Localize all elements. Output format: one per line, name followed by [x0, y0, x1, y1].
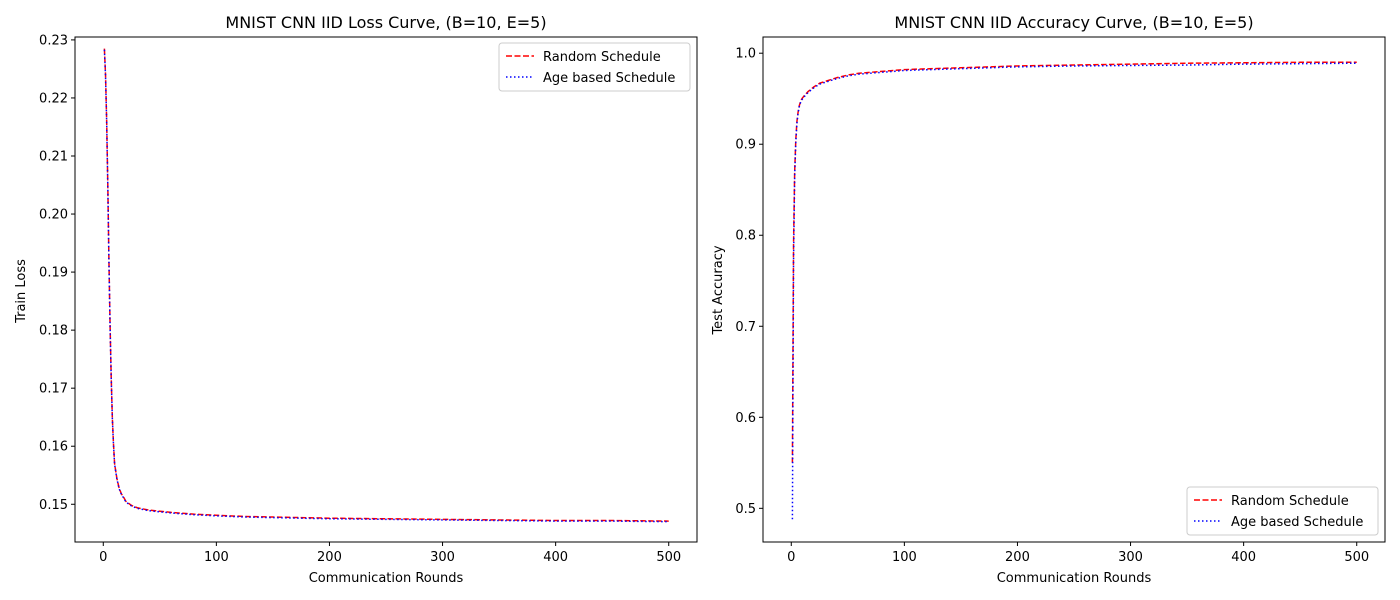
loss-chart-x-tick-label: 500 — [656, 550, 681, 565]
accuracy-chart-y-tick-label: 1.0 — [735, 47, 756, 62]
loss-chart-x-tick-label: 400 — [543, 550, 568, 565]
loss-chart-y-tick-label: 0.15 — [39, 498, 68, 513]
accuracy-chart-frame — [762, 36, 1386, 543]
accuracy-chart-y-tick-label: 0.6 — [735, 411, 756, 426]
legend-label-random-schedule: Random Schedule — [1231, 494, 1349, 509]
accuracy-chart-x-tick-label: 200 — [1005, 550, 1030, 565]
legend-label-age-based-schedule: Age based Schedule — [543, 71, 675, 86]
loss-chart-legend-box — [498, 42, 691, 92]
accuracy-chart-title: MNIST CNN IID Accuracy Curve, (B=10, E=5… — [894, 13, 1253, 32]
accuracy-chart-y-tick-label: 0.5 — [735, 502, 756, 517]
accuracy-chart-ticks: 0 100 200 300 400 500 0.5 0.6 0.7 0.8 0.9 1.0 — [735, 47, 1369, 565]
accuracy-chart-y-tick-label: 0.7 — [735, 320, 756, 335]
accuracy-chart-x-tick-label: 500 — [1344, 550, 1369, 565]
loss-chart-legend: Random Schedule Age based Schedule — [498, 42, 691, 92]
accuracy-chart-y-tick-label: 0.9 — [735, 138, 756, 153]
loss-chart-ticks: 0 100 200 300 400 500 0.15 0.16 0.17 0.18 0.19 0.20… — [39, 33, 681, 565]
loss-chart-y-tick-label: 0.23 — [39, 33, 68, 48]
loss-chart-y-tick-label: 0.17 — [39, 382, 68, 397]
loss-chart-y-tick-label: 0.20 — [39, 208, 68, 223]
loss-chart-y-tick-label: 0.16 — [39, 440, 68, 455]
loss-chart-x-tick-label: 100 — [204, 550, 229, 565]
loss-chart-y-axis-label: Train Loss — [14, 259, 29, 324]
loss-chart-series-age-based-schedule — [103, 49, 669, 523]
loss-chart-series — [103, 48, 669, 523]
loss-chart: MNIST CNN IID Loss Curve, (B=10, E=5) Co… — [14, 13, 698, 586]
loss-chart-y-tick-label: 0.19 — [39, 266, 68, 281]
accuracy-chart-x-tick-label: 100 — [892, 550, 917, 565]
accuracy-chart-y-tick-label: 0.8 — [735, 229, 756, 244]
accuracy-chart-legend: Random Schedule Age based Schedule — [1186, 486, 1379, 536]
accuracy-chart: MNIST CNN IID Accuracy Curve, (B=10, E=5… — [711, 13, 1386, 586]
accuracy-chart-x-axis-label: Communication Rounds — [997, 571, 1152, 586]
loss-chart-x-axis-label: Communication Rounds — [309, 571, 464, 586]
loss-chart-frame — [74, 36, 698, 543]
legend-label-random-schedule: Random Schedule — [543, 50, 661, 65]
loss-chart-title: MNIST CNN IID Loss Curve, (B=10, E=5) — [225, 13, 546, 32]
loss-chart-y-tick-label: 0.21 — [39, 149, 68, 164]
accuracy-chart-legend-box — [1186, 486, 1379, 536]
accuracy-chart-series — [791, 61, 1357, 520]
loss-chart-x-tick-label: 0 — [99, 550, 107, 565]
accuracy-chart-x-tick-label: 400 — [1231, 550, 1256, 565]
loss-chart-x-tick-label: 300 — [430, 550, 455, 565]
loss-chart-y-tick-label: 0.18 — [39, 324, 68, 339]
accuracy-chart-series-age-based-schedule — [791, 62, 1357, 520]
accuracy-chart-x-tick-label: 0 — [787, 550, 795, 565]
accuracy-chart-x-tick-label: 300 — [1118, 550, 1143, 565]
accuracy-chart-series-random-schedule — [791, 61, 1357, 463]
loss-chart-y-tick-label: 0.22 — [39, 91, 68, 106]
accuracy-chart-y-axis-label: Test Accuracy — [711, 245, 726, 335]
legend-label-age-based-schedule: Age based Schedule — [1231, 515, 1363, 530]
loss-chart-x-tick-label: 200 — [317, 550, 342, 565]
